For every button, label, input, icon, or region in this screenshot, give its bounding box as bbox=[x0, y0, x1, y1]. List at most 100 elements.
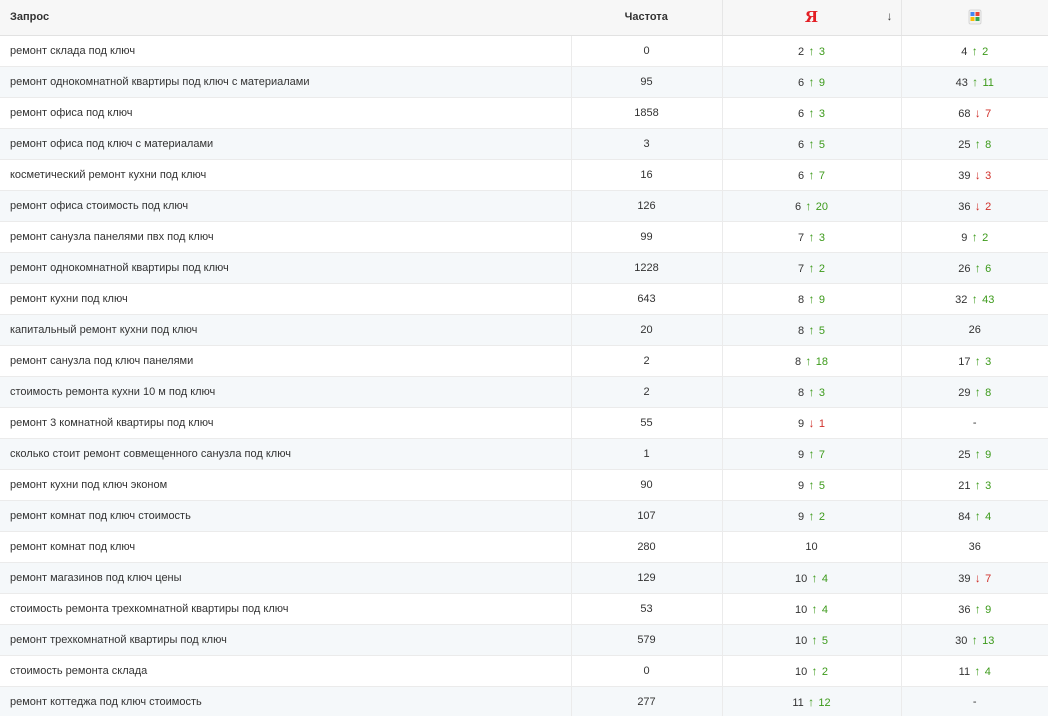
google-cell-position: 17 bbox=[958, 355, 971, 368]
google-cell-change: 9 bbox=[985, 603, 992, 616]
table-row: ремонт однокомнатной квартиры под ключ 12… bbox=[0, 252, 1048, 284]
yandex-cell-position: 9 bbox=[798, 417, 805, 430]
yandex-cell-change: 3 bbox=[818, 231, 825, 244]
arrow-up-icon: ↑ bbox=[805, 446, 818, 461]
arrow-up-icon: ↑ bbox=[971, 260, 985, 275]
arrow-up-icon: ↑ bbox=[971, 477, 985, 492]
arrow-down-icon: ↓ bbox=[971, 570, 985, 585]
column-header-frequency[interactable]: Частота bbox=[571, 0, 722, 36]
frequency-cell: 126 bbox=[571, 190, 723, 222]
google-cell-position: 9 bbox=[961, 231, 968, 244]
query-cell: косметический ремонт кухни под ключ bbox=[0, 159, 572, 191]
google-cell: 17 ↑ 3 bbox=[901, 345, 1048, 377]
frequency-cell: 0 bbox=[571, 655, 723, 687]
yandex-cell: 2 ↑ 3 bbox=[722, 35, 902, 67]
google-cell-position: 29 bbox=[958, 386, 971, 399]
table-row: ремонт санузла под ключ панелями 2 8 ↑ 18 1… bbox=[0, 345, 1048, 377]
frequency-cell: 277 bbox=[571, 686, 723, 716]
yandex-cell-change: 18 bbox=[815, 355, 829, 368]
yandex-cell: 10 ↑ 4 bbox=[722, 593, 902, 625]
google-cell-change: 2 bbox=[982, 231, 989, 244]
frequency-cell: 53 bbox=[571, 593, 723, 625]
table-row: стоимость ремонта склада 0 10 ↑ 2 11 ↑ 4 bbox=[0, 655, 1048, 687]
query-cell: ремонт комнат под ключ bbox=[0, 531, 572, 563]
column-header-google[interactable] bbox=[900, 0, 1048, 36]
yandex-cell: 9 ↑ 2 bbox=[722, 500, 902, 532]
frequency-cell: 99 bbox=[571, 221, 723, 253]
google-cell-position: 36 bbox=[958, 603, 971, 616]
yandex-cell: 10 ↑ 4 bbox=[722, 562, 902, 594]
table-header-row: Запрос Частота Я ↓ bbox=[0, 0, 1048, 36]
query-cell: сколько стоит ремонт совмещенного санузл… bbox=[0, 438, 572, 470]
google-cell-position: 26 bbox=[968, 323, 981, 336]
google-cell: 26 ↑ 6 bbox=[901, 252, 1048, 284]
frequency-cell: 0 bbox=[571, 35, 723, 67]
google-cell-position: 25 bbox=[958, 138, 971, 151]
google-cell: 36 bbox=[901, 531, 1048, 563]
yandex-cell-position: 6 bbox=[798, 107, 805, 120]
yandex-cell: 6 ↑ 9 bbox=[722, 66, 902, 98]
frequency-cell: 20 bbox=[571, 314, 723, 346]
query-cell: ремонт однокомнатной квартиры под ключ bbox=[0, 252, 572, 284]
yandex-cell-position: 8 bbox=[798, 386, 805, 399]
frequency-cell: 90 bbox=[571, 469, 723, 501]
arrow-up-icon: ↑ bbox=[805, 136, 818, 151]
yandex-cell-change: 12 bbox=[818, 696, 831, 709]
google-cell-position: 21 bbox=[958, 479, 971, 492]
yandex-cell-position: 8 bbox=[798, 324, 805, 337]
frequency-cell: 1228 bbox=[571, 252, 723, 284]
arrow-down-icon: ↓ bbox=[971, 105, 985, 120]
google-cell-position: 25 bbox=[958, 448, 971, 461]
sort-descending-icon[interactable]: ↓ bbox=[886, 9, 893, 23]
query-cell: ремонт 3 комнатной квартиры под ключ bbox=[0, 407, 572, 439]
yandex-cell: 10 ↑ 2 bbox=[722, 655, 902, 687]
yandex-cell-position: 7 bbox=[798, 262, 805, 275]
query-cell: ремонт офиса под ключ bbox=[0, 97, 572, 129]
google-cell-position: 68 bbox=[958, 107, 971, 120]
yandex-cell-position: 6 bbox=[798, 169, 805, 182]
arrow-up-icon: ↑ bbox=[971, 446, 985, 461]
arrow-up-icon: ↑ bbox=[802, 353, 815, 368]
column-header-yandex[interactable]: Я ↓ bbox=[721, 0, 901, 36]
google-cell: 25 ↑ 8 bbox=[901, 128, 1048, 160]
arrow-up-icon: ↑ bbox=[968, 43, 982, 58]
frequency-cell: 2 bbox=[571, 345, 723, 377]
yandex-cell-change: 1 bbox=[818, 417, 825, 430]
arrow-down-icon: ↓ bbox=[805, 415, 818, 430]
query-cell: ремонт трехкомнатной квартиры под ключ bbox=[0, 624, 572, 656]
google-cell: 39 ↓ 7 bbox=[901, 562, 1048, 594]
yandex-cell-change: 7 bbox=[818, 169, 825, 182]
yandex-cell-position: 11 bbox=[792, 696, 804, 709]
table-row: сколько стоит ремонт совмещенного санузл… bbox=[0, 438, 1048, 470]
yandex-cell-position: 10 bbox=[794, 572, 808, 585]
google-cell-change: 7 bbox=[985, 107, 992, 120]
google-cell: 26 bbox=[901, 314, 1048, 346]
frequency-cell: 55 bbox=[571, 407, 723, 439]
table-row: косметический ремонт кухни под ключ 16 6 ↑… bbox=[0, 159, 1048, 191]
yandex-cell-position: 9 bbox=[798, 510, 805, 523]
yandex-cell-position: 6 bbox=[798, 138, 805, 151]
query-cell: ремонт однокомнатной квартиры под ключ с… bbox=[0, 66, 572, 98]
yandex-cell-position: 10 bbox=[794, 603, 808, 616]
query-cell: ремонт санузла под ключ панелями bbox=[0, 345, 572, 377]
google-cell-position: 26 bbox=[958, 262, 971, 275]
yandex-cell: 11 ↑ 12 bbox=[722, 686, 902, 716]
frequency-cell: 1 bbox=[571, 438, 723, 470]
yandex-cell: 10 ↑ 5 bbox=[722, 624, 902, 656]
arrow-up-icon: ↑ bbox=[808, 632, 821, 647]
google-cell: 21 ↑ 3 bbox=[901, 469, 1048, 501]
google-cell: 11 ↑ 4 bbox=[901, 655, 1048, 687]
google-cell: 39 ↓ 3 bbox=[901, 159, 1048, 191]
google-cell: 29 ↑ 8 bbox=[901, 376, 1048, 408]
yandex-cell: 8 ↑ 5 bbox=[722, 314, 902, 346]
yandex-cell-change: 4 bbox=[821, 603, 829, 616]
frequency-cell: 1858 bbox=[571, 97, 723, 129]
yandex-cell-position: 7 bbox=[798, 231, 805, 244]
column-header-query[interactable]: Запрос bbox=[0, 0, 571, 36]
arrow-up-icon: ↑ bbox=[971, 601, 985, 616]
arrow-up-icon: ↑ bbox=[968, 291, 982, 306]
yandex-cell-position: 9 bbox=[798, 448, 805, 461]
google-cell: 43 ↑ 11 bbox=[901, 66, 1048, 98]
table-row: стоимость ремонта трехкомнатной квартиры… bbox=[0, 593, 1048, 625]
table-row: ремонт 3 комнатной квартиры под ключ 55 9 … bbox=[0, 407, 1048, 439]
